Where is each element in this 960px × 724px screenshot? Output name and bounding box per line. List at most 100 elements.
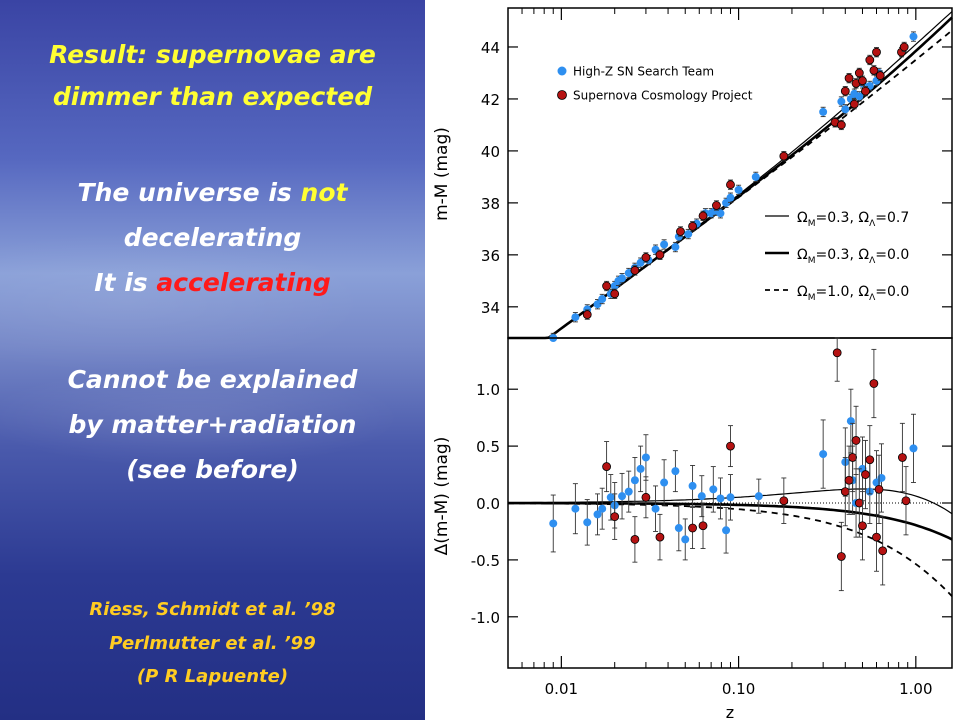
scp-point xyxy=(641,492,651,502)
legend-high-z-marker xyxy=(557,66,567,76)
scp-point xyxy=(832,348,842,358)
high-z-point xyxy=(837,97,846,106)
high-z-point xyxy=(571,313,580,322)
scp-point xyxy=(898,453,907,462)
scp-point xyxy=(844,73,854,83)
scp-point xyxy=(641,253,651,262)
scp-point xyxy=(726,441,735,451)
scp-point xyxy=(688,523,697,533)
scp-point xyxy=(840,86,850,96)
model-curve-bottom-1 xyxy=(508,501,953,541)
universe-line-1: The universe is not xyxy=(0,178,425,208)
x-axis-label: z xyxy=(726,703,734,720)
scp-point xyxy=(851,436,861,445)
universe-line-2: decelerating xyxy=(123,223,302,252)
bottom-y-ticks: -1.0 -0.5 0.0 0.5 1.0 xyxy=(471,381,952,627)
result-line-2: dimmer than expected xyxy=(52,82,373,111)
high-z-point xyxy=(651,504,660,513)
high-z-point xyxy=(722,526,731,535)
legend-scp-label: Supernova Cosmology Project xyxy=(573,89,753,103)
scp-point xyxy=(869,379,879,388)
scp-point xyxy=(836,120,846,130)
model-legend: ΩM=0.3, ΩΛ=0.7 ΩM=0.3, ΩΛ=0.0 ΩM=1.0, ΩΛ=0… xyxy=(765,210,909,303)
scp-point xyxy=(836,552,846,561)
top-y-tick-label: 34 xyxy=(481,299,500,317)
scp-point xyxy=(858,76,867,86)
legend-scp-marker xyxy=(557,90,567,100)
scp-point xyxy=(849,99,859,109)
scp-point xyxy=(602,462,611,471)
scp-point xyxy=(872,532,881,542)
high-z-point xyxy=(593,300,602,309)
high-z-point xyxy=(636,464,645,473)
high-z-point xyxy=(618,274,627,283)
model-legend-label: ΩM=0.3, ΩΛ=0.7 xyxy=(797,210,909,229)
high-z-point xyxy=(726,493,735,502)
bottom-y-tick-label: 0.5 xyxy=(476,438,500,456)
top-y-tick-label: 40 xyxy=(481,143,500,161)
bottom-data-points xyxy=(549,337,918,592)
result-text: supernovae are xyxy=(156,40,376,69)
x-axis-ticks: 0.01 0.10 1.00 xyxy=(521,8,933,698)
scp-point xyxy=(712,201,721,210)
high-z-point xyxy=(716,209,725,218)
scp-point xyxy=(854,498,864,508)
scp-point xyxy=(655,532,665,542)
high-z-point xyxy=(674,524,683,533)
high-z-point xyxy=(819,107,828,116)
high-z-point xyxy=(671,243,680,252)
explanation-line-3: (see before) xyxy=(126,455,299,484)
scp-point xyxy=(630,266,640,275)
high-z-point xyxy=(697,492,706,501)
scp-point xyxy=(726,180,735,190)
high-z-point xyxy=(726,193,735,202)
top-y-ticks: 34 36 38 40 42 44 xyxy=(481,39,952,317)
high-z-point xyxy=(681,535,690,544)
high-z-point xyxy=(841,105,850,114)
result-line-1: Result: supernovae are xyxy=(0,40,425,70)
top-data-points xyxy=(549,31,918,342)
top-y-tick-label: 44 xyxy=(481,39,500,57)
top-panel: 34 36 38 40 42 44 m-M (mag) High-Z SN Search … xyxy=(432,7,953,342)
scp-point xyxy=(854,68,864,78)
scp-point xyxy=(840,487,850,497)
high-z-point xyxy=(716,494,725,503)
high-z-point xyxy=(571,504,580,513)
high-z-point xyxy=(593,510,602,519)
model-legend-label: ΩM=0.3, ΩΛ=0.0 xyxy=(797,247,909,266)
top-y-label: m-M (mag) xyxy=(432,127,452,221)
scp-point xyxy=(698,211,708,221)
high-z-point xyxy=(660,240,669,249)
scp-point xyxy=(610,512,620,522)
x-tick-label: 0.10 xyxy=(722,680,755,698)
scp-point xyxy=(858,521,867,531)
scp-point xyxy=(869,65,879,75)
legend-high-z-label: High-Z SN Search Team xyxy=(573,65,714,79)
it-is-text: It is xyxy=(94,268,148,297)
accelerating-text: accelerating xyxy=(156,268,331,297)
high-z-point xyxy=(709,485,718,494)
scp-point xyxy=(655,250,665,260)
scp-point xyxy=(865,455,875,465)
scp-point xyxy=(688,221,697,231)
text-panel: Result: supernovae are dimmer than expec… xyxy=(0,0,425,720)
scp-point xyxy=(861,86,870,96)
high-z-point xyxy=(549,519,558,528)
universe-text: The universe is xyxy=(77,178,292,207)
high-z-point xyxy=(624,487,633,496)
high-z-point xyxy=(636,258,645,267)
high-z-point xyxy=(630,476,639,485)
x-tick-label: 1.00 xyxy=(899,680,932,698)
high-z-point xyxy=(688,481,697,490)
high-z-point xyxy=(606,493,615,502)
high-z-point xyxy=(660,478,669,487)
chart-svg: 34 36 38 40 42 44 m-M (mag) High-Z SN Search … xyxy=(432,7,953,722)
high-z-point xyxy=(641,453,650,462)
model-curve-top-2 xyxy=(508,29,953,339)
high-z-point xyxy=(684,230,693,239)
scp-point xyxy=(630,535,640,544)
top-legend: High-Z SN Search Team Supernova Cosmolog… xyxy=(557,65,753,103)
high-z-point xyxy=(754,492,763,501)
bottom-y-label: Δ(m-M) (mag) xyxy=(432,437,452,556)
scp-point xyxy=(872,47,881,57)
